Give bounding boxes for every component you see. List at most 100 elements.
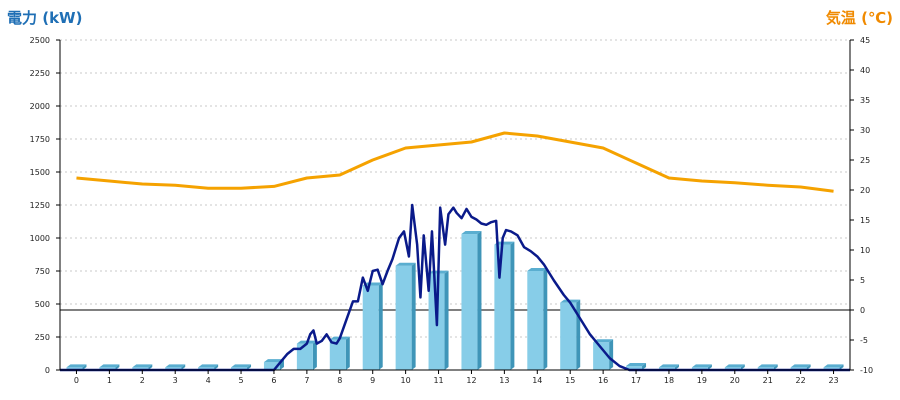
- power-bar: [691, 364, 712, 370]
- power-bar-front: [593, 342, 610, 370]
- power-bar-front: [296, 343, 313, 370]
- power-bar-top: [494, 241, 515, 245]
- power-bar-top: [658, 364, 679, 368]
- x-tick-label: 3: [173, 376, 178, 385]
- left-tick-label: 0: [45, 366, 50, 375]
- power-bar-side: [477, 231, 482, 370]
- power-bar-side: [740, 364, 745, 370]
- power-bar-front: [99, 367, 116, 370]
- right-tick-label: 40: [860, 66, 870, 75]
- power-bar-front: [329, 339, 346, 370]
- left-tick-label: 750: [35, 267, 50, 276]
- power-bar-side: [510, 241, 515, 370]
- power-bar-side: [839, 364, 844, 370]
- x-tick-label: 20: [730, 376, 740, 385]
- power-bar-top: [823, 364, 844, 368]
- power-bars: [66, 231, 844, 370]
- power-bar-side: [214, 364, 219, 370]
- power-bar-front: [362, 285, 379, 370]
- x-tick-label: 0: [74, 376, 79, 385]
- power-bar-top: [790, 364, 811, 368]
- power-bar-top: [198, 364, 219, 368]
- power-bar-front: [527, 271, 544, 370]
- power-bar-top: [395, 262, 416, 266]
- power-bar-front: [626, 366, 643, 370]
- x-tick-label: 18: [664, 376, 674, 385]
- x-tick-label: 6: [271, 376, 276, 385]
- power-bar-side: [707, 364, 712, 370]
- power-bar: [790, 364, 811, 370]
- x-tick-label: 5: [238, 376, 243, 385]
- power-bar-front: [165, 367, 182, 370]
- x-tick-label: 22: [796, 376, 806, 385]
- power-bar-top: [527, 268, 548, 271]
- right-tick-label: 5: [860, 276, 865, 285]
- power-bar-front: [132, 367, 149, 370]
- power-bar-front: [494, 244, 511, 370]
- power-bar-top: [461, 231, 482, 235]
- left-tick-label: 500: [35, 300, 50, 309]
- left-tick-label: 2000: [30, 102, 50, 111]
- power-bar-front: [395, 265, 412, 370]
- left-tick-label: 2250: [30, 69, 50, 78]
- right-tick-label: -10: [860, 366, 873, 375]
- power-bar-top: [593, 339, 614, 343]
- power-bar: [198, 364, 219, 370]
- power-bar-front: [263, 362, 280, 370]
- left-tick-label: 1500: [30, 168, 50, 177]
- right-tick-label: 0: [860, 306, 865, 315]
- x-tick-label: 10: [401, 376, 411, 385]
- power-bar-side: [148, 364, 153, 370]
- power-bar-side: [806, 364, 811, 370]
- power-bar-top: [757, 364, 778, 368]
- power-bar-front: [823, 367, 840, 370]
- power-bar: [823, 364, 844, 370]
- power-bar: [66, 364, 87, 370]
- x-tick-label: 13: [499, 376, 509, 385]
- x-tick-label: 21: [763, 376, 773, 385]
- power-bar-side: [642, 363, 647, 370]
- grid-lines: [60, 39, 850, 338]
- power-bar-side: [576, 299, 581, 370]
- power-bar: [593, 339, 614, 370]
- power-bar-top: [66, 364, 87, 368]
- axes: [56, 39, 854, 374]
- x-tick-label: 7: [304, 376, 309, 385]
- power-bar-side: [411, 262, 416, 370]
- power-bar: [395, 262, 416, 370]
- power-bar-side: [345, 336, 350, 370]
- power-bar: [362, 282, 383, 370]
- power-bar-top: [263, 359, 284, 363]
- right-tick-label: 10: [860, 246, 870, 255]
- power-bar-top: [165, 364, 186, 368]
- power-bar-side: [115, 364, 120, 370]
- left-tick-label: 2500: [30, 36, 50, 45]
- power-bar-side: [312, 340, 317, 370]
- power-bar: [165, 364, 186, 370]
- power-bar-front: [757, 367, 774, 370]
- power-bar: [724, 364, 745, 370]
- power-bar-front: [461, 234, 478, 370]
- power-bar: [461, 231, 482, 370]
- power-bar-top: [691, 364, 712, 368]
- power-bar-side: [247, 364, 252, 370]
- x-tick-label: 17: [631, 376, 641, 385]
- left-tick-label: 1250: [30, 201, 50, 210]
- left-tick-label: 250: [35, 333, 50, 342]
- right-tick-label: 15: [860, 216, 870, 225]
- power-bar-side: [82, 364, 87, 370]
- power-bar: [757, 364, 778, 370]
- x-tick-label: 23: [828, 376, 838, 385]
- power-bar-front: [691, 367, 708, 370]
- power-bar-front: [724, 367, 741, 370]
- x-tick-label: 8: [337, 376, 342, 385]
- power-bar: [527, 268, 548, 370]
- power-bar-top: [231, 364, 252, 368]
- x-tick-label: 14: [532, 376, 542, 385]
- x-tick-label: 11: [433, 376, 443, 385]
- power-bar: [99, 364, 120, 370]
- temperature-line: [76, 131, 834, 193]
- power-bar: [658, 364, 679, 370]
